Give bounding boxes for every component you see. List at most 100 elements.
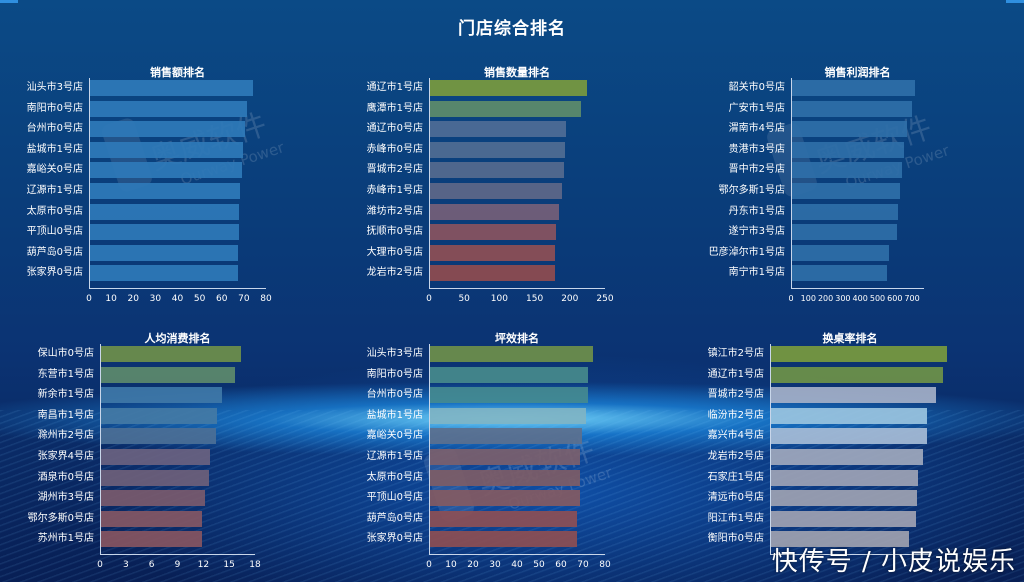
category-label: 贵港市3号店 — [728, 143, 785, 155]
x-tick-label: 700 — [904, 294, 920, 303]
x-tick-label: 70 — [577, 560, 589, 570]
bar[interactable] — [771, 531, 909, 548]
category-label: 张家界4号店 — [37, 451, 94, 462]
category-label: 丹东市1号店 — [728, 205, 785, 217]
x-tick-label: 400 — [852, 294, 868, 303]
bar[interactable] — [792, 141, 905, 158]
x-tick-label: 18 — [249, 560, 261, 570]
bar[interactable] — [101, 366, 236, 383]
bar[interactable] — [101, 531, 202, 548]
bar[interactable] — [771, 469, 918, 486]
category-label: 平顶山0号店 — [26, 226, 83, 238]
bar[interactable] — [430, 366, 589, 383]
bar[interactable] — [430, 162, 564, 179]
x-axis — [429, 554, 605, 555]
x-axis — [429, 288, 605, 289]
category-label: 太原市0号店 — [366, 471, 423, 483]
bar[interactable] — [90, 162, 242, 179]
bar[interactable] — [430, 490, 580, 507]
bar[interactable] — [90, 121, 245, 138]
x-tick-label: 80 — [260, 294, 272, 304]
category-label: 龙岩市2号店 — [366, 267, 423, 279]
bar[interactable] — [792, 80, 915, 96]
category-label: 赤峰市1号店 — [366, 185, 423, 196]
bar[interactable] — [792, 244, 889, 261]
bar[interactable] — [101, 510, 202, 527]
category-label: 鄂尔多斯0号店 — [27, 512, 94, 524]
x-tick-label: 60 — [216, 294, 228, 304]
x-tick-label: 60 — [555, 560, 567, 570]
bar[interactable] — [771, 346, 947, 362]
footer-watermark: 快传号 / 小皮说娱乐 — [771, 547, 1016, 577]
x-tick-label: 3 — [122, 560, 129, 570]
bar[interactable] — [90, 100, 248, 117]
bar[interactable] — [430, 531, 578, 548]
bar[interactable] — [430, 449, 580, 465]
bar[interactable] — [101, 449, 210, 465]
bar[interactable] — [430, 244, 556, 261]
bar[interactable] — [430, 224, 557, 241]
bar[interactable] — [90, 224, 240, 241]
bar[interactable] — [771, 490, 917, 507]
category-label: 南阳市0号店 — [366, 368, 423, 380]
bar[interactable] — [101, 428, 216, 445]
bar[interactable] — [792, 183, 900, 199]
category-label: 鹰潭市1号店 — [366, 102, 423, 114]
bar[interactable] — [101, 407, 218, 424]
bar[interactable] — [771, 510, 916, 527]
bar[interactable] — [792, 265, 887, 282]
category-label: 嘉兴市4号店 — [707, 430, 764, 442]
bar[interactable] — [771, 366, 943, 383]
bar[interactable] — [771, 387, 936, 404]
bar[interactable] — [430, 428, 582, 445]
category-label: 龙岩市2号店 — [707, 451, 764, 462]
bar[interactable] — [101, 387, 222, 404]
bar[interactable] — [430, 100, 581, 117]
category-label: 晋城市2号店 — [707, 389, 764, 401]
bar[interactable] — [771, 407, 927, 424]
bar[interactable] — [792, 203, 898, 220]
bar[interactable] — [430, 203, 559, 220]
bar[interactable] — [101, 469, 209, 486]
x-tick-label: 30 — [149, 294, 162, 304]
bar[interactable] — [430, 265, 555, 282]
x-tick-label: 600 — [887, 294, 903, 303]
category-label: 通辽市1号店 — [707, 368, 764, 380]
category-label: 辽源市1号店 — [26, 185, 83, 196]
bar[interactable] — [792, 224, 897, 241]
bar[interactable] — [771, 449, 923, 465]
bar[interactable] — [430, 141, 566, 158]
bar[interactable] — [792, 100, 912, 117]
x-tick-label: 10 — [105, 294, 117, 304]
bar[interactable] — [430, 387, 589, 404]
bar[interactable] — [90, 203, 240, 220]
bar[interactable] — [101, 490, 206, 507]
x-tick-label: 0 — [86, 294, 92, 304]
bar[interactable] — [430, 183, 563, 199]
x-tick-label: 10 — [445, 560, 457, 570]
bar[interactable] — [430, 346, 593, 362]
bar[interactable] — [430, 407, 587, 424]
bar[interactable] — [430, 80, 587, 96]
x-tick-label: 100 — [490, 294, 508, 304]
bar[interactable] — [90, 141, 243, 158]
bar[interactable] — [792, 162, 902, 179]
bar[interactable] — [101, 346, 242, 362]
category-label: 嘉峪关0号店 — [366, 430, 423, 442]
bar[interactable] — [430, 121, 566, 138]
bar[interactable] — [90, 265, 239, 282]
category-label: 葫芦岛0号店 — [366, 512, 423, 524]
bar[interactable] — [792, 121, 907, 138]
category-label: 滁州市2号店 — [37, 430, 94, 442]
category-label: 嘉峪关0号店 — [26, 164, 83, 176]
bar[interactable] — [771, 428, 927, 445]
category-label: 遂宁市3号店 — [728, 226, 785, 238]
bar[interactable] — [430, 510, 578, 527]
bar[interactable] — [90, 244, 239, 261]
bar[interactable] — [90, 80, 253, 96]
bar[interactable] — [430, 469, 580, 486]
x-tick-label: 0 — [97, 560, 103, 570]
category-label: 苏州市1号店 — [37, 533, 94, 545]
chart-title: 销售利润排名 — [824, 66, 891, 79]
bar[interactable] — [90, 183, 241, 199]
